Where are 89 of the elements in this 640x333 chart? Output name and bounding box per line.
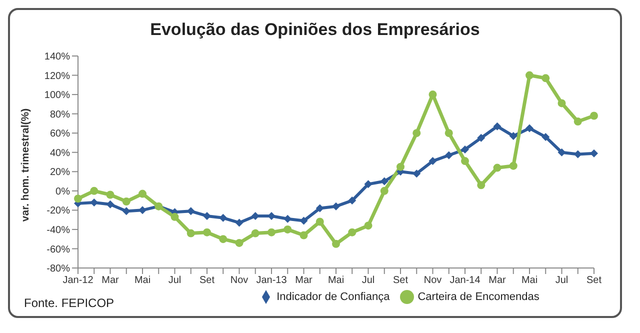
point	[574, 118, 582, 126]
y-tick-label: 0%	[56, 186, 70, 198]
point	[122, 198, 130, 206]
x-tick-label: Mar	[295, 275, 314, 286]
point	[170, 212, 179, 221]
x-tick-label: Jan-12	[62, 275, 94, 286]
point	[203, 212, 211, 220]
point	[300, 231, 308, 240]
y-tick-label: 20%	[50, 167, 70, 178]
x-tick-label: Mar	[102, 275, 120, 286]
chart-title: Evolução das Opiniões dos Empresários	[149, 20, 481, 40]
point	[428, 157, 437, 166]
y-tick-label: -60%	[46, 244, 70, 256]
point	[74, 194, 82, 203]
point	[542, 74, 550, 82]
y-tick-label: 120%	[44, 70, 70, 82]
point	[412, 170, 421, 178]
point	[509, 162, 518, 170]
point	[542, 132, 550, 141]
y-tick-label: 100%	[44, 90, 70, 102]
point	[186, 229, 195, 238]
point	[268, 228, 276, 236]
point	[526, 124, 534, 132]
legend-label: Indicador de Confiança	[276, 290, 390, 303]
y-tick-label: 80%	[50, 109, 70, 120]
point	[590, 149, 598, 158]
point	[348, 228, 356, 236]
x-tick-label: Jan-13	[256, 275, 288, 286]
point	[219, 214, 228, 222]
point	[332, 240, 340, 248]
point	[558, 148, 566, 156]
point	[444, 129, 453, 138]
x-tick-label: Set	[392, 275, 408, 286]
y-axis-title: var. hom. trimestral(%)	[20, 108, 32, 222]
point	[235, 238, 244, 247]
point	[380, 177, 388, 186]
point	[90, 186, 98, 195]
x-tick-label: Mai	[134, 275, 151, 286]
point	[574, 150, 582, 158]
y-tick-label: -20%	[46, 206, 70, 217]
point	[235, 218, 244, 227]
point	[300, 216, 308, 225]
point	[138, 190, 146, 198]
point	[412, 129, 421, 138]
y-tick-label: 60%	[50, 128, 70, 140]
point	[558, 99, 566, 108]
point	[251, 229, 260, 238]
y-tick-label: 140%	[44, 52, 70, 63]
point	[332, 202, 340, 210]
point	[380, 186, 388, 195]
x-tick-label: Set	[586, 275, 602, 286]
point	[284, 225, 292, 234]
x-tick-label: Nov	[230, 275, 248, 286]
x-tick-label: Nov	[424, 275, 442, 286]
point	[219, 235, 228, 244]
y-tick-label: -80%	[46, 264, 70, 275]
x-tick-label: Mar	[488, 275, 507, 286]
point	[316, 204, 324, 212]
point	[493, 164, 502, 172]
point	[348, 196, 356, 205]
x-tick-label: Jan-14	[450, 275, 481, 286]
point	[396, 162, 404, 171]
y-tick-label: -40%	[46, 225, 70, 236]
x-tick-label: Jul	[168, 275, 182, 286]
point	[316, 218, 324, 226]
x-tick-label: Set	[199, 275, 215, 286]
point	[590, 112, 598, 120]
legend-label: Carteira de Encomendas	[418, 290, 540, 303]
point	[203, 228, 211, 236]
point	[106, 200, 114, 208]
point	[364, 222, 372, 230]
point	[461, 145, 469, 154]
x-tick-label: Mai	[328, 275, 344, 286]
point	[364, 180, 372, 188]
point	[509, 132, 518, 140]
point	[477, 181, 486, 190]
x-tick-label: Mai	[521, 275, 538, 286]
point	[106, 190, 114, 199]
point	[138, 206, 146, 214]
point	[444, 151, 453, 160]
point	[284, 214, 292, 223]
source-note: Fonte. FEPICOP	[24, 296, 114, 310]
y-tick-label: 40%	[50, 148, 70, 159]
point	[493, 122, 502, 130]
x-tick-label: Jul	[555, 275, 568, 286]
point	[477, 134, 486, 142]
point	[461, 157, 469, 166]
point	[526, 71, 534, 80]
x-tick-label: Jul	[362, 275, 375, 286]
